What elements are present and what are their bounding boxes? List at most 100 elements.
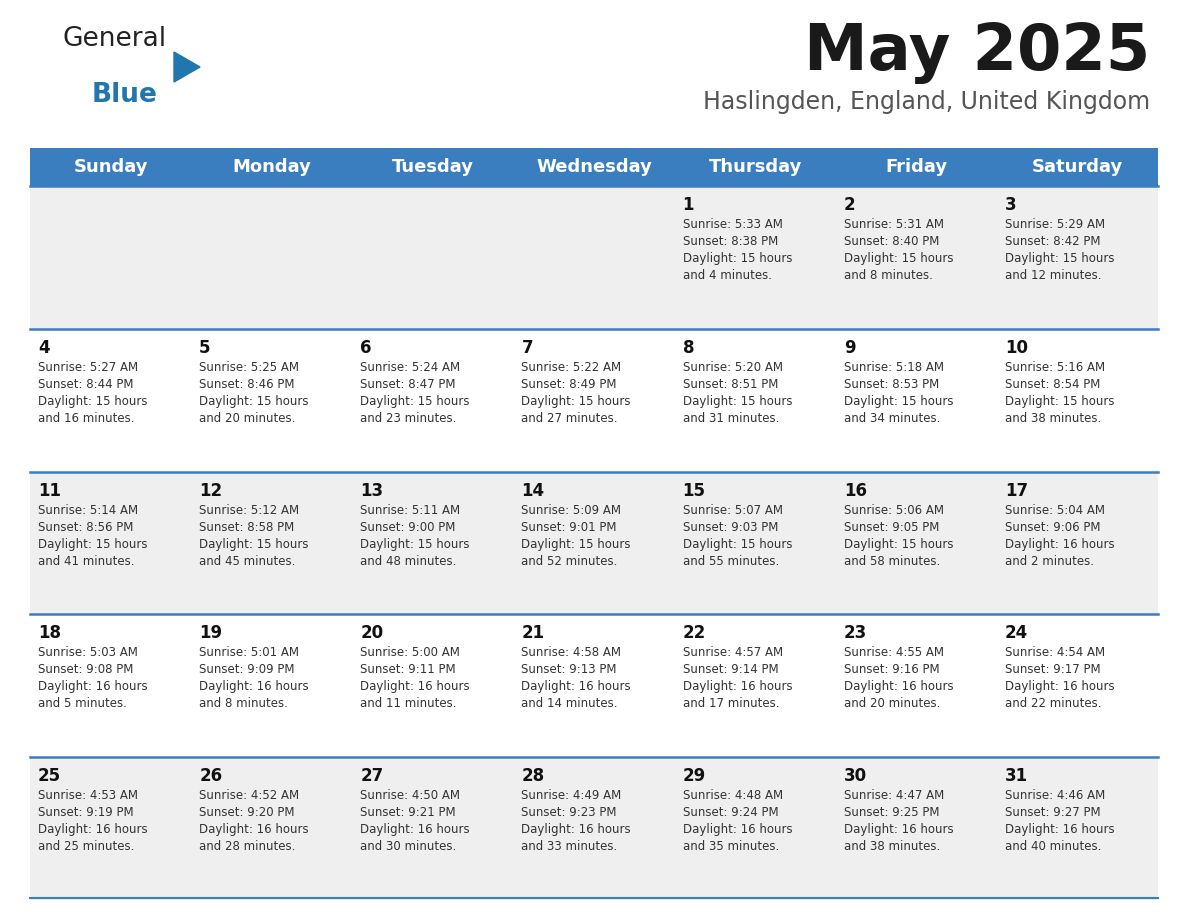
- Text: and 17 minutes.: and 17 minutes.: [683, 698, 779, 711]
- Text: Sunrise: 4:53 AM: Sunrise: 4:53 AM: [38, 789, 138, 802]
- Text: Sunrise: 5:04 AM: Sunrise: 5:04 AM: [1005, 504, 1105, 517]
- Text: 24: 24: [1005, 624, 1028, 643]
- Text: Daylight: 16 hours: Daylight: 16 hours: [200, 823, 309, 836]
- Text: Sunrise: 5:07 AM: Sunrise: 5:07 AM: [683, 504, 783, 517]
- Text: 5: 5: [200, 339, 210, 357]
- Text: 6: 6: [360, 339, 372, 357]
- Text: Daylight: 15 hours: Daylight: 15 hours: [1005, 395, 1114, 408]
- Text: Sunset: 9:16 PM: Sunset: 9:16 PM: [843, 664, 940, 677]
- Text: Daylight: 16 hours: Daylight: 16 hours: [683, 823, 792, 836]
- Text: and 5 minutes.: and 5 minutes.: [38, 698, 127, 711]
- Text: 1: 1: [683, 196, 694, 214]
- Text: Sunrise: 5:33 AM: Sunrise: 5:33 AM: [683, 218, 783, 231]
- Text: Daylight: 16 hours: Daylight: 16 hours: [522, 680, 631, 693]
- Text: Sunrise: 5:11 AM: Sunrise: 5:11 AM: [360, 504, 461, 517]
- Text: Daylight: 16 hours: Daylight: 16 hours: [843, 680, 953, 693]
- Text: and 35 minutes.: and 35 minutes.: [683, 840, 779, 853]
- Text: 12: 12: [200, 482, 222, 499]
- Text: 9: 9: [843, 339, 855, 357]
- Text: and 22 minutes.: and 22 minutes.: [1005, 698, 1101, 711]
- Text: and 58 minutes.: and 58 minutes.: [843, 554, 940, 567]
- Text: Sunrise: 4:52 AM: Sunrise: 4:52 AM: [200, 789, 299, 802]
- Text: Sunset: 8:56 PM: Sunset: 8:56 PM: [38, 521, 133, 533]
- Text: 27: 27: [360, 767, 384, 785]
- Text: Sunset: 8:58 PM: Sunset: 8:58 PM: [200, 521, 295, 533]
- Text: Daylight: 15 hours: Daylight: 15 hours: [843, 538, 953, 551]
- Text: and 14 minutes.: and 14 minutes.: [522, 698, 618, 711]
- Text: Sunset: 9:21 PM: Sunset: 9:21 PM: [360, 806, 456, 819]
- Text: Sunset: 9:05 PM: Sunset: 9:05 PM: [843, 521, 939, 533]
- Text: and 25 minutes.: and 25 minutes.: [38, 840, 134, 853]
- Text: Daylight: 16 hours: Daylight: 16 hours: [683, 680, 792, 693]
- Text: 19: 19: [200, 624, 222, 643]
- Text: 11: 11: [38, 482, 61, 499]
- Text: Sunrise: 5:00 AM: Sunrise: 5:00 AM: [360, 646, 460, 659]
- Text: Daylight: 15 hours: Daylight: 15 hours: [200, 538, 309, 551]
- Text: Sunrise: 4:58 AM: Sunrise: 4:58 AM: [522, 646, 621, 659]
- Bar: [30, 614, 1158, 757]
- Text: and 8 minutes.: and 8 minutes.: [200, 698, 287, 711]
- Text: Daylight: 16 hours: Daylight: 16 hours: [200, 680, 309, 693]
- Text: 26: 26: [200, 767, 222, 785]
- Text: and 38 minutes.: and 38 minutes.: [1005, 412, 1101, 425]
- Text: Sunset: 9:19 PM: Sunset: 9:19 PM: [38, 806, 133, 819]
- Text: Sunset: 9:11 PM: Sunset: 9:11 PM: [360, 664, 456, 677]
- Text: Daylight: 15 hours: Daylight: 15 hours: [38, 395, 147, 408]
- Text: Sunset: 9:27 PM: Sunset: 9:27 PM: [1005, 806, 1100, 819]
- Text: Thursday: Thursday: [708, 158, 802, 176]
- Text: and 20 minutes.: and 20 minutes.: [200, 412, 296, 425]
- Text: and 40 minutes.: and 40 minutes.: [1005, 840, 1101, 853]
- Text: 2: 2: [843, 196, 855, 214]
- Text: Sunset: 9:01 PM: Sunset: 9:01 PM: [522, 521, 617, 533]
- Text: and 11 minutes.: and 11 minutes.: [360, 698, 456, 711]
- Text: Sunrise: 5:24 AM: Sunrise: 5:24 AM: [360, 361, 461, 374]
- Text: Sunrise: 4:47 AM: Sunrise: 4:47 AM: [843, 789, 944, 802]
- Text: and 33 minutes.: and 33 minutes.: [522, 840, 618, 853]
- Text: May 2025: May 2025: [804, 22, 1150, 84]
- Text: Sunrise: 5:03 AM: Sunrise: 5:03 AM: [38, 646, 138, 659]
- Text: and 4 minutes.: and 4 minutes.: [683, 269, 771, 282]
- Text: Sunrise: 5:14 AM: Sunrise: 5:14 AM: [38, 504, 138, 517]
- Text: Blue: Blue: [91, 82, 158, 108]
- Text: Daylight: 16 hours: Daylight: 16 hours: [38, 823, 147, 836]
- Text: and 45 minutes.: and 45 minutes.: [200, 554, 296, 567]
- Text: Monday: Monday: [233, 158, 311, 176]
- Text: Sunrise: 4:49 AM: Sunrise: 4:49 AM: [522, 789, 621, 802]
- Text: Sunset: 9:08 PM: Sunset: 9:08 PM: [38, 664, 133, 677]
- Text: Sunset: 8:54 PM: Sunset: 8:54 PM: [1005, 378, 1100, 391]
- Text: Tuesday: Tuesday: [392, 158, 474, 176]
- Text: Sunrise: 5:29 AM: Sunrise: 5:29 AM: [1005, 218, 1105, 231]
- Text: Sunset: 8:53 PM: Sunset: 8:53 PM: [843, 378, 939, 391]
- Text: Daylight: 15 hours: Daylight: 15 hours: [683, 395, 792, 408]
- Text: Saturday: Saturday: [1032, 158, 1123, 176]
- Text: Sunday: Sunday: [74, 158, 147, 176]
- Text: Daylight: 15 hours: Daylight: 15 hours: [843, 395, 953, 408]
- Bar: [30, 757, 1158, 900]
- Text: Sunrise: 5:01 AM: Sunrise: 5:01 AM: [200, 646, 299, 659]
- Text: Daylight: 16 hours: Daylight: 16 hours: [843, 823, 953, 836]
- Text: Haslingden, England, United Kingdom: Haslingden, England, United Kingdom: [703, 90, 1150, 114]
- Text: Sunset: 9:09 PM: Sunset: 9:09 PM: [200, 664, 295, 677]
- Bar: [30, 148, 1158, 186]
- Text: Sunset: 9:03 PM: Sunset: 9:03 PM: [683, 521, 778, 533]
- Text: Sunrise: 4:48 AM: Sunrise: 4:48 AM: [683, 789, 783, 802]
- Text: Daylight: 15 hours: Daylight: 15 hours: [522, 395, 631, 408]
- Text: 22: 22: [683, 624, 706, 643]
- Text: Sunrise: 4:55 AM: Sunrise: 4:55 AM: [843, 646, 943, 659]
- Text: and 41 minutes.: and 41 minutes.: [38, 554, 134, 567]
- Text: Sunrise: 4:57 AM: Sunrise: 4:57 AM: [683, 646, 783, 659]
- Text: Sunset: 9:20 PM: Sunset: 9:20 PM: [200, 806, 295, 819]
- Text: Daylight: 16 hours: Daylight: 16 hours: [1005, 823, 1114, 836]
- Text: 23: 23: [843, 624, 867, 643]
- Text: Daylight: 15 hours: Daylight: 15 hours: [360, 538, 469, 551]
- Text: Sunset: 9:24 PM: Sunset: 9:24 PM: [683, 806, 778, 819]
- Text: Sunset: 8:42 PM: Sunset: 8:42 PM: [1005, 235, 1100, 248]
- Text: Daylight: 15 hours: Daylight: 15 hours: [360, 395, 469, 408]
- Text: Sunset: 9:17 PM: Sunset: 9:17 PM: [1005, 664, 1100, 677]
- Text: Daylight: 16 hours: Daylight: 16 hours: [360, 680, 470, 693]
- Text: and 12 minutes.: and 12 minutes.: [1005, 269, 1101, 282]
- Text: Sunset: 8:44 PM: Sunset: 8:44 PM: [38, 378, 133, 391]
- Text: 8: 8: [683, 339, 694, 357]
- Text: 31: 31: [1005, 767, 1028, 785]
- Text: 20: 20: [360, 624, 384, 643]
